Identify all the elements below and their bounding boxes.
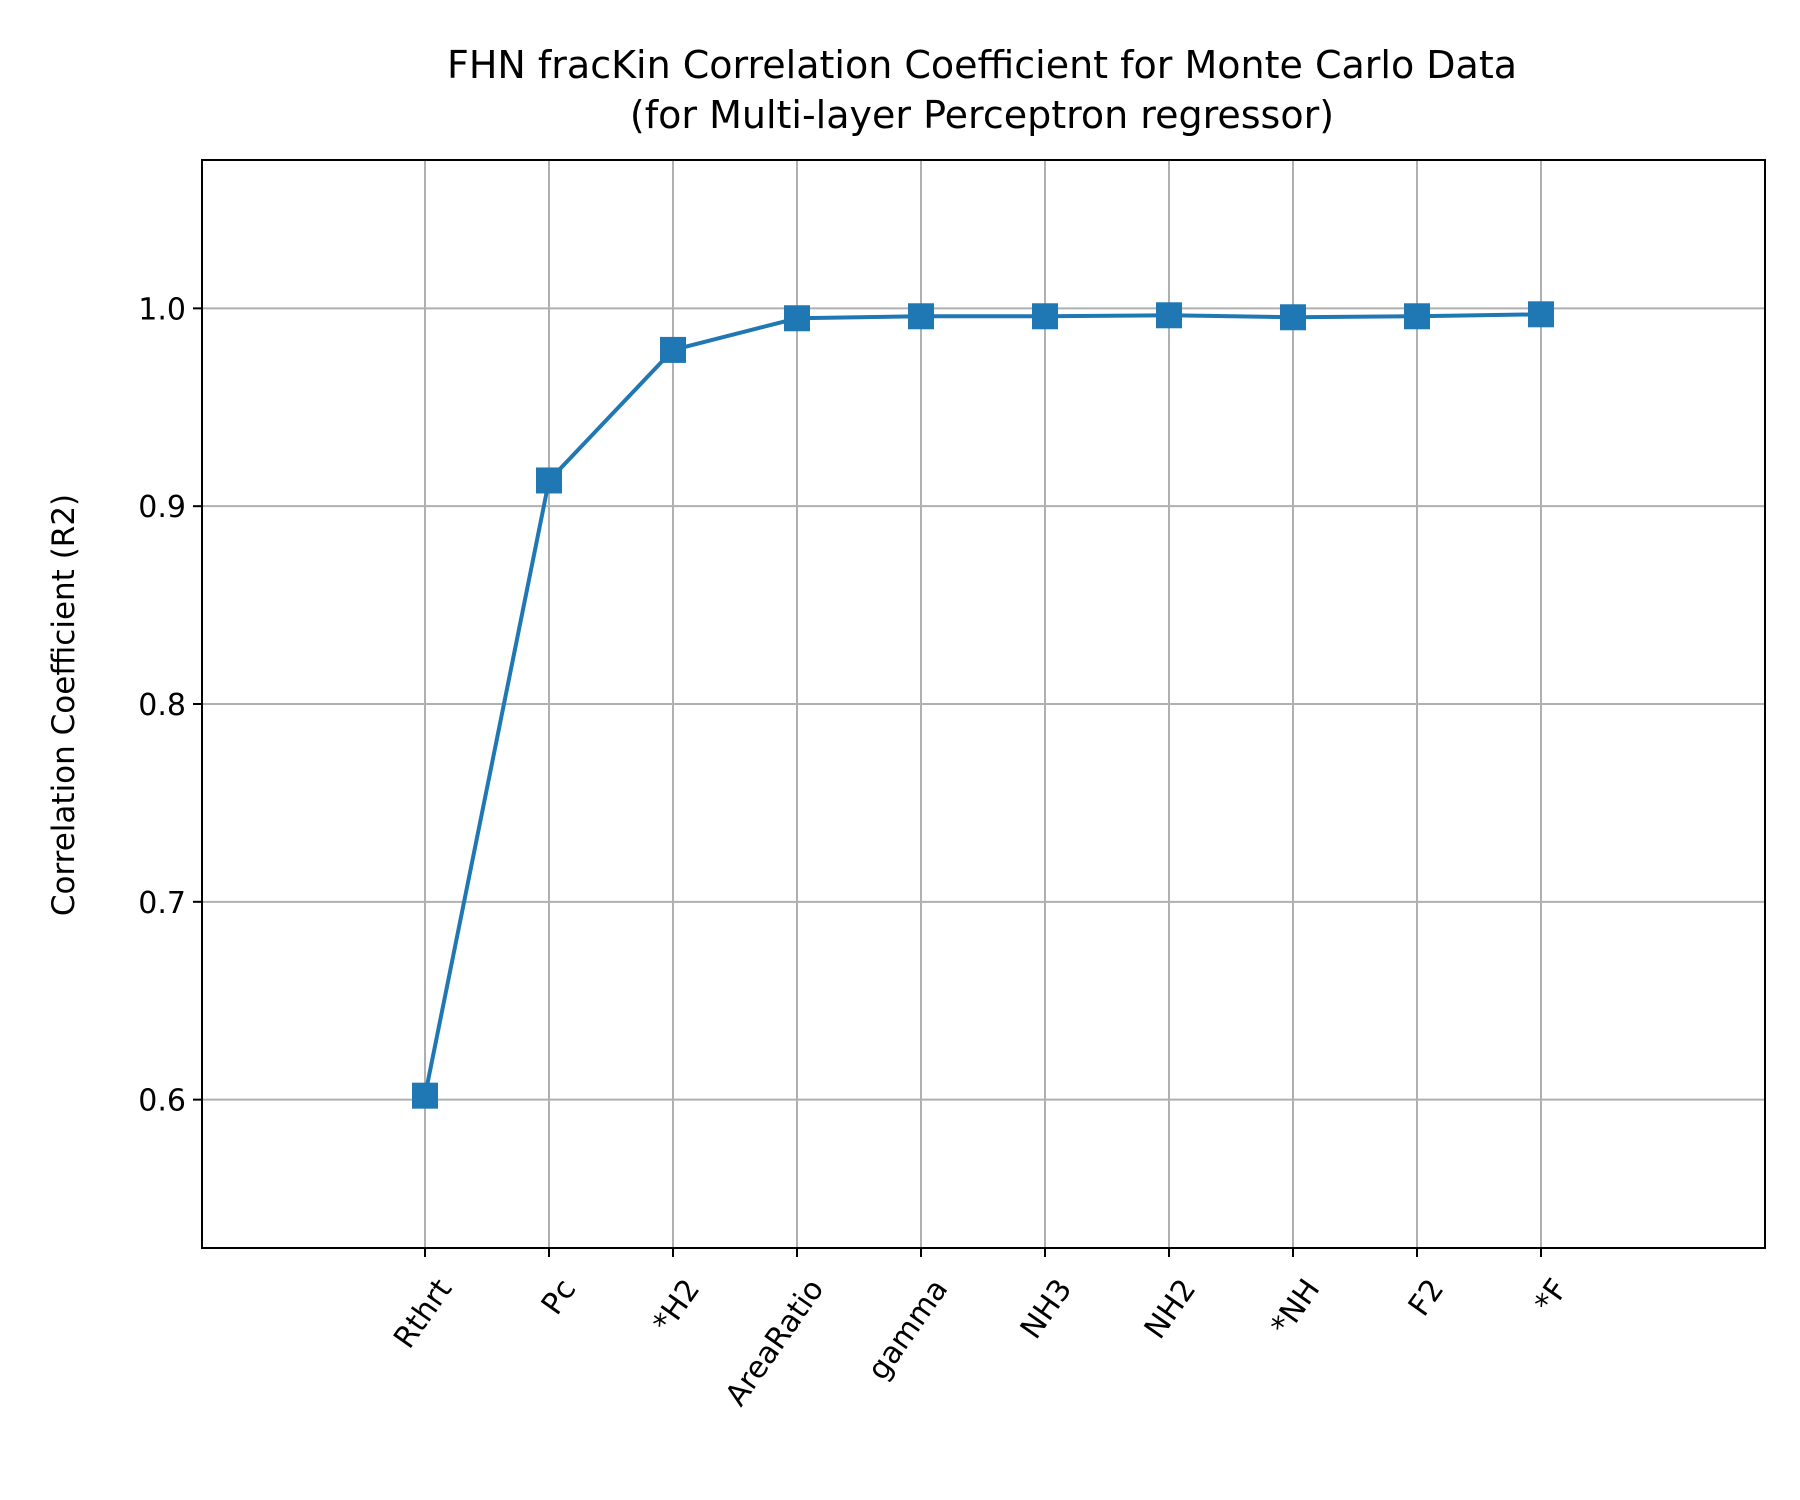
y-axis-label: Correlation Coefficient (R2) xyxy=(46,494,82,916)
x-tick-label: NH2 xyxy=(1138,1273,1203,1346)
x-tick-label: *NH xyxy=(1264,1273,1327,1342)
data-point xyxy=(908,303,934,330)
x-tick-label: Rthrt xyxy=(387,1273,459,1355)
chart-subtitle: (for Multi-layer Perceptron regressor) xyxy=(630,93,1334,137)
data-point xyxy=(660,336,686,363)
y-tick-label: 0.9 xyxy=(138,490,186,525)
data-point xyxy=(536,467,562,494)
x-tick-label: *F xyxy=(1528,1273,1575,1320)
data-point xyxy=(784,305,810,332)
x-tick-label: AreaRatio xyxy=(719,1273,831,1413)
x-tick-label: *H2 xyxy=(646,1273,707,1339)
y-tick-label: 0.8 xyxy=(138,688,186,723)
x-tick-label: F2 xyxy=(1402,1273,1452,1323)
series-line xyxy=(423,312,1542,1097)
y-tick-label: 0.6 xyxy=(138,1084,186,1119)
x-tick-label: gamma xyxy=(861,1273,955,1387)
x-tick-label: NH3 xyxy=(1014,1273,1079,1346)
y-tick-label: 0.7 xyxy=(138,886,186,921)
data-point xyxy=(1156,302,1182,329)
data-point xyxy=(1404,303,1430,330)
data-point xyxy=(412,1082,438,1109)
y-tick-label: 1.0 xyxy=(138,292,186,327)
data-point xyxy=(1280,304,1306,331)
plot-area: 0.6 0.7 0.8 0.9 1.0 Rthrt Pc *H2 AreaRatio gamma N… xyxy=(138,159,1766,1413)
chart-title: FHN fracKin Correlation Coefficient for … xyxy=(447,43,1517,87)
data-point xyxy=(1032,303,1058,330)
x-tick-label: Pc xyxy=(535,1273,584,1321)
data-point xyxy=(1528,301,1554,328)
